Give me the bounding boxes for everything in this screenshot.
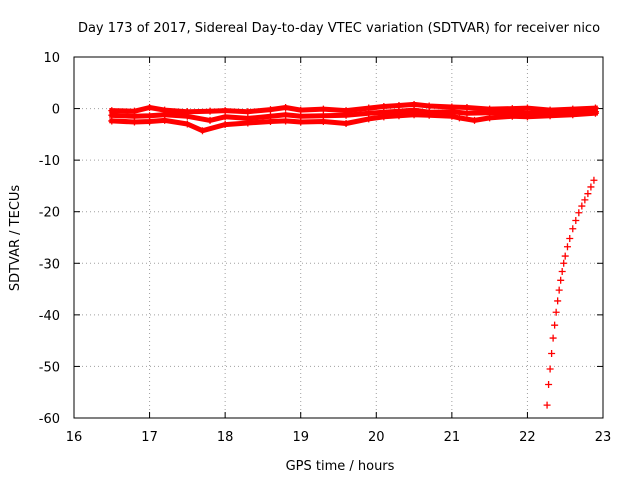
data-point: [587, 183, 595, 191]
data-point: [554, 297, 562, 305]
data-point: [575, 209, 583, 217]
x-tick-label: 16: [66, 430, 83, 445]
x-axis-label: GPS time / hours: [286, 459, 395, 474]
data-point: [572, 216, 580, 224]
y-tick-label: 0: [52, 103, 60, 118]
x-tick-label: 17: [141, 430, 158, 445]
data-point: [549, 334, 557, 342]
y-axis-label: SDTVAR / TECUs: [8, 185, 23, 292]
data-point: [581, 196, 589, 204]
y-tick-label: -40: [39, 309, 60, 324]
y-tick-label: 10: [43, 51, 60, 66]
data-point: [578, 202, 586, 210]
data-point: [569, 225, 577, 233]
x-tick-label: 22: [519, 430, 536, 445]
data-point: [563, 243, 571, 251]
x-tick-label: 21: [444, 430, 461, 445]
data-point: [566, 235, 574, 243]
series-band: [109, 101, 599, 115]
x-tick-label: 19: [292, 430, 309, 445]
data-point: [546, 365, 554, 373]
data-point: [543, 401, 551, 409]
data-point: [545, 380, 553, 388]
data-point: [558, 268, 566, 276]
data-point: [548, 350, 556, 358]
series-band: [109, 110, 599, 134]
y-tick-label: -20: [39, 206, 60, 221]
chart-title: Day 173 of 2017, Sidereal Day-to-day VTE…: [78, 21, 600, 36]
y-tick-label: -30: [39, 257, 60, 272]
x-tick-label: 23: [595, 430, 612, 445]
data-point: [560, 259, 568, 267]
y-tick-label: -50: [39, 360, 60, 375]
data-point: [552, 308, 560, 316]
y-tick-label: -60: [39, 412, 60, 427]
data-point: [551, 321, 559, 329]
data-point: [590, 176, 598, 184]
y-tick-label: -10: [39, 154, 60, 169]
data-points: [108, 100, 599, 409]
series-band: [109, 107, 599, 123]
data-point: [557, 276, 565, 284]
data-point: [584, 190, 592, 198]
data-point: [561, 252, 569, 260]
x-tick-label: 18: [217, 430, 234, 445]
data-point: [555, 286, 563, 294]
x-tick-label: 20: [368, 430, 385, 445]
plot-frame: [73, 56, 604, 419]
